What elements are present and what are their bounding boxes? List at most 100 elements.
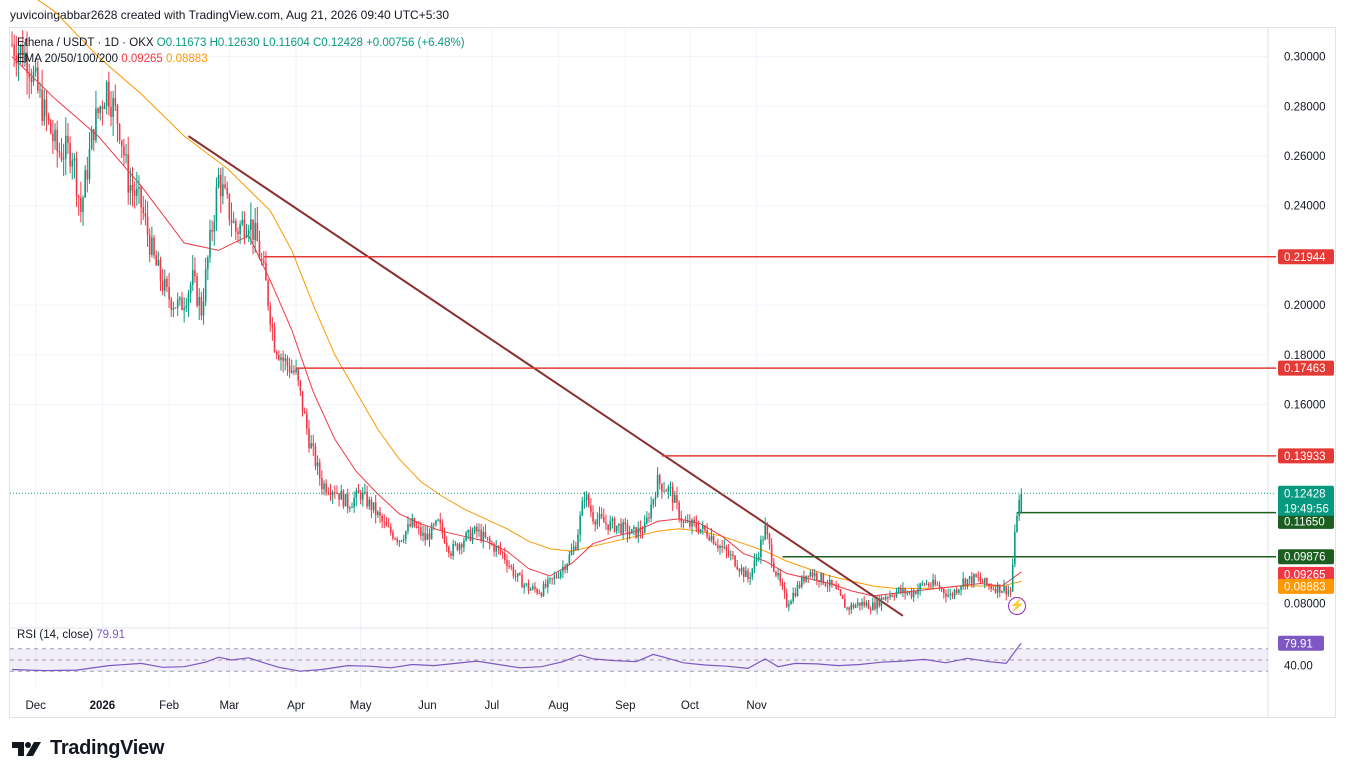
candle-body [88, 149, 91, 180]
candle-body [336, 493, 338, 495]
candle-body [41, 89, 43, 121]
candle-body [437, 519, 439, 521]
candle-body [887, 597, 889, 599]
candle-body [521, 574, 523, 588]
candle-body [818, 580, 820, 582]
candle-body [77, 196, 80, 198]
candle-body [379, 511, 381, 516]
candle-body [598, 513, 601, 520]
candle-body [108, 81, 110, 107]
candle-body [15, 55, 18, 64]
candle-body [706, 530, 708, 537]
candle-body [389, 526, 392, 533]
x-tick-label: Feb [159, 700, 179, 712]
candle-body [540, 593, 543, 596]
candle-body [413, 518, 416, 527]
rsi-legend: RSI (14, close) 79.91 [17, 629, 125, 641]
candle-body [964, 578, 967, 586]
candle-body [73, 158, 76, 161]
candle-body [344, 493, 347, 507]
candle-body [665, 490, 668, 492]
candle-body [585, 494, 588, 501]
candle-body [99, 106, 102, 114]
candle-body [284, 358, 287, 361]
candle-body [654, 497, 657, 500]
candle-body [224, 184, 226, 188]
candle-body [973, 574, 975, 584]
candle-body [893, 596, 896, 598]
candle-body [583, 500, 586, 502]
candle-body [142, 207, 145, 214]
lightning-icon[interactable]: ⚡ [1008, 597, 1026, 615]
candle-body [822, 573, 825, 584]
candle-body [775, 571, 777, 576]
candle-body [581, 500, 584, 516]
candle-body [516, 573, 519, 577]
resistance-label: 0.21944 [1284, 252, 1326, 264]
candle-body [899, 587, 902, 592]
candle-body [140, 186, 142, 208]
candle-body [626, 524, 629, 535]
x-tick-label: Jul [485, 700, 500, 712]
candle-body [163, 278, 166, 291]
ema-label[interactable]: EMA 20/50/100/200 [17, 53, 119, 65]
candle-body [854, 605, 857, 608]
candle-body [643, 523, 646, 533]
trendline [187, 135, 904, 617]
candle-body [652, 499, 655, 505]
candle-body [762, 539, 764, 541]
candle-body [790, 601, 792, 605]
candle-body [275, 351, 278, 355]
candle-body [383, 521, 386, 523]
candle-body [187, 293, 190, 306]
candle-body [805, 575, 807, 582]
candle-body [174, 307, 177, 309]
candle-body [400, 540, 403, 542]
candle-body [103, 105, 106, 110]
candle-body [792, 592, 794, 602]
candle-body [486, 537, 489, 539]
candle-body [54, 129, 56, 142]
candle-body [809, 572, 812, 577]
candle-body [364, 491, 366, 493]
candle-body [803, 576, 805, 582]
candle-body [992, 588, 995, 590]
candle-body [553, 576, 556, 579]
candle-body [480, 529, 482, 541]
symbol-info[interactable]: Ethena / USDT · 1D · OKX [17, 37, 154, 49]
y-tick-label: 0.20000 [1284, 300, 1326, 312]
candle-body [678, 502, 680, 519]
candle-body [303, 411, 306, 414]
candle-body [889, 595, 891, 598]
candle-body [250, 219, 252, 231]
last-price-label: 0.12428 [1284, 488, 1326, 500]
candle-body [241, 219, 244, 225]
candle-body [34, 67, 37, 72]
x-tick-label: Apr [287, 700, 305, 712]
ema20-line [11, 56, 1022, 597]
candle-body [609, 520, 612, 531]
candle-body [519, 573, 521, 575]
candle-body [826, 585, 829, 587]
candle-body [635, 527, 637, 538]
candle-body [52, 133, 54, 142]
candle-body [930, 585, 932, 587]
candle-body [426, 533, 429, 541]
candle-body [570, 550, 573, 555]
candle-body [43, 99, 46, 121]
candle-body [301, 391, 304, 412]
support-label-bg [1278, 513, 1334, 529]
candle-body [297, 368, 300, 381]
candle-body [699, 529, 702, 533]
candle-body [844, 598, 846, 608]
candle-body [258, 241, 261, 259]
candle-body [895, 591, 898, 597]
candle-body [846, 607, 848, 609]
candle-body [605, 522, 607, 525]
candle-body [755, 558, 758, 561]
candle-body [955, 589, 958, 593]
rsi-label[interactable]: RSI (14, close) [17, 629, 94, 641]
candle-body [329, 493, 332, 496]
candle-body [742, 567, 745, 577]
